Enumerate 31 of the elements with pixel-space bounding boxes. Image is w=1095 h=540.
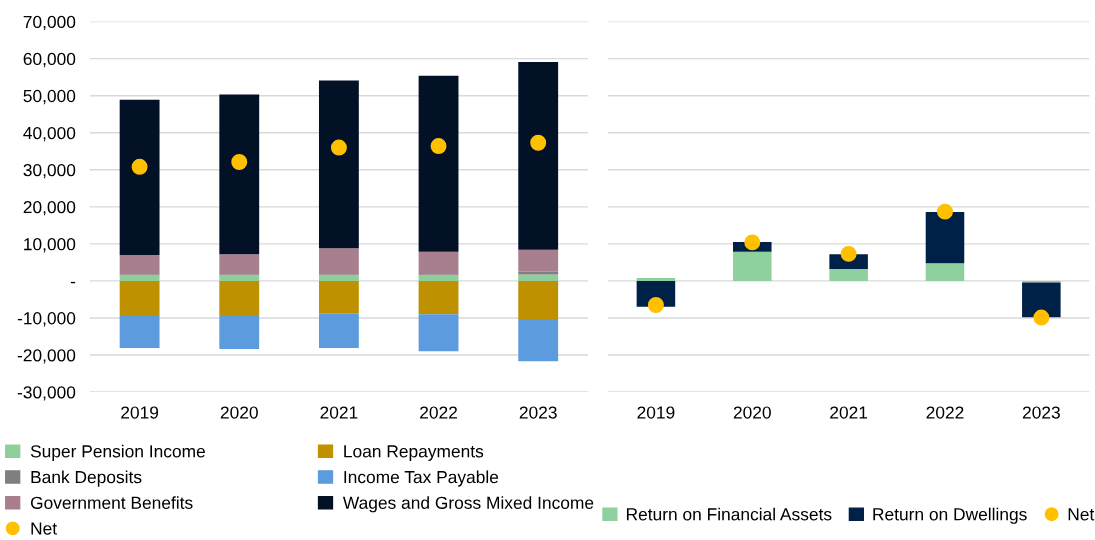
legend-label: Wages and Gross Mixed Income bbox=[342, 496, 594, 513]
legend-label: Net bbox=[31, 522, 57, 535]
x-tick-label: 2022 bbox=[420, 406, 457, 419]
y-tick-label: - bbox=[70, 281, 76, 284]
y-tick-label: -20,000 bbox=[17, 349, 76, 364]
legend-label: Super Pension Income bbox=[30, 444, 205, 461]
y-tick-label: -30,000 bbox=[17, 386, 76, 401]
y-tick-label: 40,000 bbox=[23, 126, 76, 142]
x-tick-label: 2021 bbox=[320, 406, 358, 419]
y-tick-label: -10,000 bbox=[17, 312, 76, 327]
legend-label: Income Tax Payable bbox=[344, 470, 499, 487]
legend-label: Government Benefits bbox=[30, 496, 193, 509]
y-tick-label: 20,000 bbox=[23, 200, 76, 216]
legend-label: Return on Financial Assets bbox=[626, 507, 832, 521]
x-tick-label: 2019 bbox=[637, 406, 675, 419]
y-tick-label: 70,000 bbox=[23, 15, 76, 31]
y-tick-label: 60,000 bbox=[23, 52, 76, 68]
legend-label: Net bbox=[1068, 508, 1095, 521]
legend-label: Loan Repayments bbox=[344, 445, 484, 461]
y-tick-label: 30,000 bbox=[23, 163, 76, 179]
x-tick-label: 2021 bbox=[830, 406, 868, 419]
legend-label: Return on Dwellings bbox=[873, 507, 1027, 524]
x-tick-label: 2020 bbox=[220, 406, 258, 419]
x-tick-label: 2023 bbox=[1022, 406, 1060, 419]
y-tick-label: 10,000 bbox=[24, 238, 76, 253]
x-tick-label: 2022 bbox=[926, 406, 964, 419]
x-tick-label: 2020 bbox=[733, 406, 771, 419]
legend-label: Bank Deposits bbox=[31, 470, 142, 487]
x-tick-label: 2019 bbox=[121, 406, 159, 419]
y-tick-label: 50,000 bbox=[23, 89, 76, 105]
x-tick-label: 2023 bbox=[519, 406, 557, 419]
